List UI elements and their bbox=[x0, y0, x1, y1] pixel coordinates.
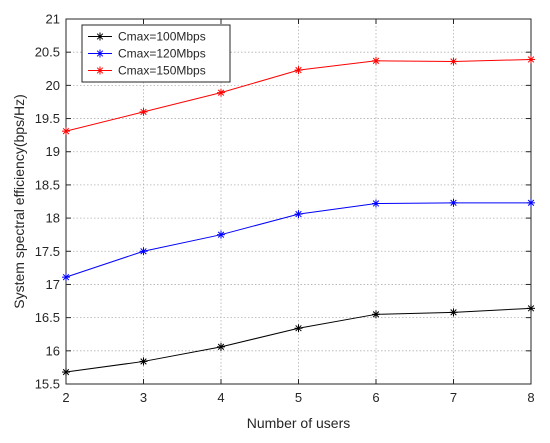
x-tick-label: 5 bbox=[295, 390, 302, 405]
series-group bbox=[62, 55, 535, 377]
data-point bbox=[62, 273, 70, 282]
y-tick-label: 20.5 bbox=[35, 45, 60, 60]
y-tick-label: 17 bbox=[46, 277, 60, 292]
data-point bbox=[217, 88, 225, 97]
data-point bbox=[294, 66, 303, 75]
data-point bbox=[62, 368, 70, 377]
data-point bbox=[372, 199, 380, 208]
legend-entry: Cmax=100Mbps bbox=[88, 30, 206, 44]
data-point bbox=[217, 342, 225, 351]
y-tick-label: 15.5 bbox=[35, 377, 60, 392]
y-tick-label: 19 bbox=[46, 144, 60, 159]
data-point bbox=[449, 198, 458, 207]
data-point bbox=[449, 57, 458, 66]
y-tick-label: 21 bbox=[46, 12, 60, 27]
y-axis-label: System spectral efficiency(bps/Hz) bbox=[11, 94, 27, 308]
data-point bbox=[217, 230, 225, 239]
legend-marker bbox=[96, 32, 104, 41]
y-tick-label: 18.5 bbox=[35, 177, 60, 192]
legend-marker bbox=[96, 49, 104, 58]
data-point bbox=[294, 210, 303, 219]
series-1 bbox=[62, 304, 535, 377]
series-2 bbox=[62, 198, 535, 282]
data-point bbox=[139, 357, 148, 366]
x-tick-label: 6 bbox=[372, 390, 379, 405]
x-tick-label: 4 bbox=[217, 390, 224, 405]
series-3 bbox=[62, 55, 535, 136]
x-tick-label: 2 bbox=[62, 390, 69, 405]
y-tick-label: 16 bbox=[46, 343, 60, 358]
data-point bbox=[527, 55, 535, 64]
data-point bbox=[139, 247, 148, 256]
x-tick-label: 7 bbox=[450, 390, 457, 405]
y-tick-label: 20 bbox=[46, 78, 60, 93]
y-tick-label: 18 bbox=[46, 211, 60, 226]
data-point bbox=[527, 304, 535, 313]
data-point bbox=[372, 310, 380, 319]
legend-marker bbox=[96, 66, 104, 75]
data-point bbox=[139, 107, 148, 116]
x-tick-label: 3 bbox=[140, 390, 147, 405]
data-point bbox=[527, 198, 535, 207]
data-point bbox=[62, 127, 70, 136]
legend: Cmax=100Mbps Cmax=120Mbps Cmax=150Mbps bbox=[81, 24, 231, 83]
x-tick-label: 8 bbox=[527, 390, 534, 405]
y-tick-label: 19.5 bbox=[35, 111, 60, 126]
legend-entry: Cmax=150Mbps bbox=[88, 64, 206, 78]
legend-label: Cmax=120Mbps bbox=[118, 47, 206, 61]
y-tick-label: 17.5 bbox=[35, 244, 60, 259]
data-point bbox=[294, 324, 303, 333]
y-tick-label: 16.5 bbox=[35, 310, 60, 325]
x-axis-label: Number of users bbox=[247, 415, 350, 431]
axis-ticks: 2 3 4 5 6 7 8 15.5 16 16.5 17 17.5 18 18.5 19 19.5 20 20.… bbox=[35, 12, 535, 406]
data-point bbox=[449, 308, 458, 317]
data-point bbox=[372, 56, 380, 65]
legend-entry: Cmax=120Mbps bbox=[88, 47, 206, 61]
legend-label: Cmax=100Mbps bbox=[118, 30, 206, 44]
legend-label: Cmax=150Mbps bbox=[118, 64, 206, 78]
